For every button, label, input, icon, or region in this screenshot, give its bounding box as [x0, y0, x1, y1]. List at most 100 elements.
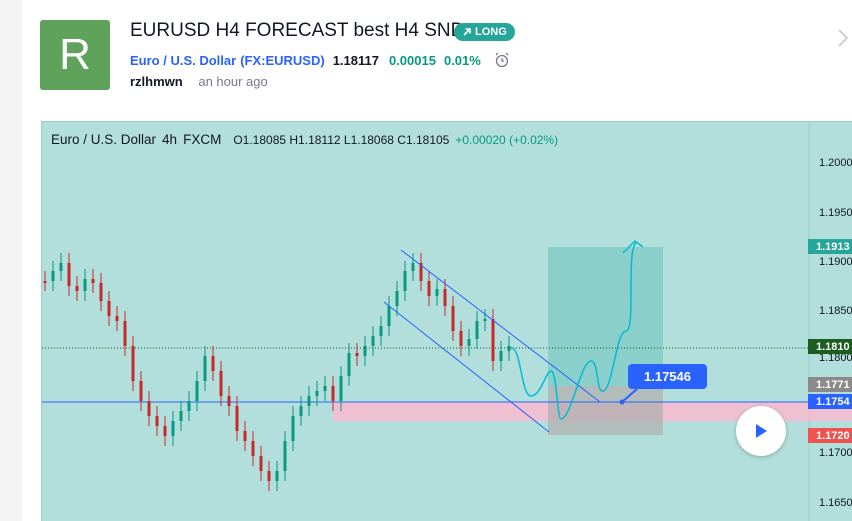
candle-body — [203, 356, 207, 381]
y-tick-label: 1.1850 — [819, 305, 852, 317]
candle-body — [115, 316, 119, 321]
candle-body — [411, 263, 415, 271]
candle-body — [379, 326, 383, 336]
candle-body — [299, 406, 303, 416]
symbol-change: 0.00015 — [388, 52, 436, 68]
candle-body — [251, 441, 255, 456]
candle-body — [427, 281, 431, 296]
projection-path — [510, 242, 637, 420]
idea-title[interactable]: EURUSD H4 FORECAST best H4 SND — [130, 20, 465, 41]
author-name[interactable]: rzlhmwn — [130, 74, 183, 89]
candle-body — [43, 281, 47, 283]
annotation-price-label[interactable]: 1.17546 — [628, 364, 707, 389]
legend-low: L1.18068 — [343, 133, 394, 147]
candle-body — [507, 346, 511, 351]
candle-body — [483, 319, 487, 321]
candle-body — [371, 336, 375, 346]
candle-body — [131, 346, 135, 381]
channel-lower-line — [383, 301, 550, 433]
candle-body — [147, 401, 151, 416]
candle-body — [227, 396, 231, 406]
entry-price-tag: 1.1771 — [808, 377, 852, 392]
level-price-tag: 1.1754 — [808, 394, 852, 409]
candle-body — [291, 416, 295, 441]
annotation-anchor — [619, 399, 625, 405]
symbol-name-link[interactable]: Euro / U.S. Dollar — [130, 52, 237, 68]
candle-body — [419, 263, 423, 281]
candle-body — [459, 331, 463, 346]
chart-legend: Euro / U.S. Dollar 4h FXCM O1.18085 H1.1… — [51, 132, 558, 147]
candle-body — [67, 263, 71, 286]
candle-body — [83, 279, 87, 291]
candle-body — [51, 271, 55, 281]
target-zone — [548, 247, 663, 386]
author-avatar[interactable]: R — [40, 20, 110, 90]
y-tick-label: 1.1950 — [819, 207, 852, 219]
candle-body — [323, 386, 327, 391]
candle-body — [435, 289, 439, 296]
candle-body — [395, 291, 399, 306]
legend-change: +0.00020 (+0.02%) — [455, 133, 559, 147]
candle-body — [163, 426, 167, 436]
chart-plot — [42, 122, 852, 521]
candle-body — [331, 386, 335, 401]
symbol-change-percent: 0.01% — [443, 52, 481, 68]
candle-body — [267, 471, 271, 481]
candle-body — [275, 471, 279, 481]
legend-open: O1.18085 — [233, 133, 287, 147]
candle-body — [347, 353, 351, 376]
last-price-tag: 1.1810 — [808, 339, 852, 354]
projection-arrow-head — [622, 240, 644, 254]
candle-body — [467, 339, 471, 346]
author-line: rzlhmwn an hour ago — [130, 74, 268, 89]
legend-high: H1.18112 — [289, 133, 341, 147]
candle-body — [195, 381, 199, 401]
legend-interval: 4h — [162, 132, 178, 147]
arrow-up-right-icon — [463, 28, 471, 36]
legend-close: C1.18105 — [397, 133, 450, 147]
badge-label: LONG — [475, 26, 507, 38]
candle-body — [99, 283, 103, 301]
stop-price-tag: 1.1720 — [808, 428, 852, 443]
candle-body — [339, 376, 343, 401]
y-tick-label: 1.2000 — [819, 157, 852, 169]
candle-body — [235, 406, 239, 431]
y-tick-label: 1.1650 — [819, 497, 852, 509]
candle-body — [355, 353, 359, 356]
candle-body — [283, 441, 287, 471]
symbol-code-link[interactable]: (FX:EURUSD) — [240, 52, 325, 68]
y-tick-label: 1.1700 — [819, 447, 852, 459]
candle-body — [403, 271, 407, 291]
candle-body — [59, 263, 63, 271]
legend-symbol: Euro / U.S. Dollar — [51, 132, 157, 147]
y-tick-label: 1.1800 — [819, 352, 852, 364]
candle-body — [179, 411, 183, 421]
candle-body — [123, 321, 127, 346]
symbol-line: Euro / U.S. Dollar (FX:EURUSD) 1.18117 0… — [130, 51, 511, 69]
candle-body — [107, 301, 111, 316]
candle-body — [315, 391, 319, 396]
candle-body — [91, 279, 95, 283]
channel-upper-line — [400, 249, 601, 403]
candle-body — [259, 456, 263, 471]
chevron-right-icon[interactable] — [836, 26, 850, 50]
legend-ohlc: O1.18085 H1.18112 L1.18068 C1.18105 — [233, 133, 449, 147]
candle-body — [243, 431, 247, 441]
candle-body — [499, 351, 503, 361]
candle-body — [451, 306, 455, 331]
legend-exchange: FXCM — [183, 132, 222, 147]
candle-body — [155, 416, 159, 426]
candle-body — [387, 306, 391, 326]
candle-body — [139, 381, 143, 401]
long-badge: LONG — [454, 23, 515, 41]
candle-body — [363, 346, 367, 356]
play-icon — [756, 424, 767, 438]
candle-body — [307, 396, 311, 406]
alarm-clock-icon[interactable] — [493, 51, 511, 69]
target-price-tag: 1.1913 — [808, 239, 852, 254]
candle-body — [187, 401, 191, 411]
play-button[interactable] — [736, 406, 786, 456]
candle-body — [171, 421, 175, 436]
symbol-price: 1.18117 — [332, 52, 379, 68]
chart-area[interactable]: Euro / U.S. Dollar 4h FXCM O1.18085 H1.1… — [41, 121, 852, 521]
